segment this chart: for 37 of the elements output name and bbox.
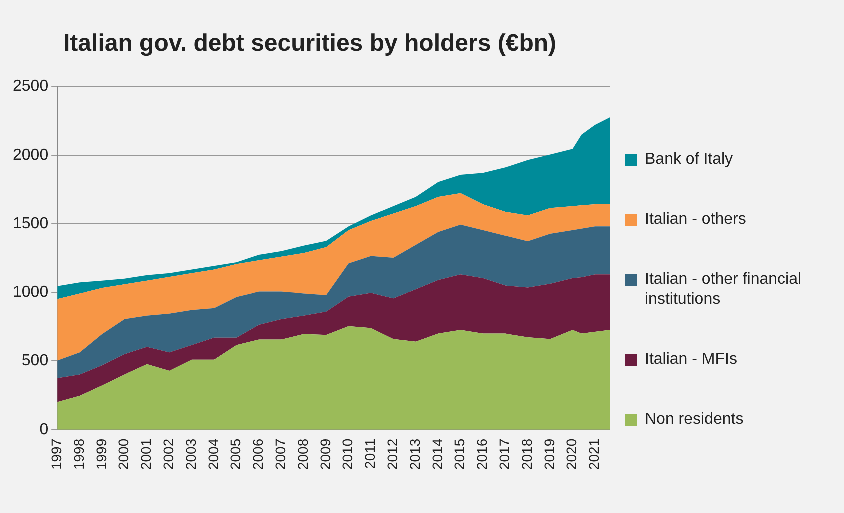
x-tick-label: 2014 xyxy=(429,438,446,470)
x-tick-label: 2015 xyxy=(452,438,468,470)
x-tick-label: 1997 xyxy=(48,438,64,470)
legend-label: Italian - others xyxy=(645,210,746,230)
y-tick-label: 2500 xyxy=(13,78,49,96)
x-tick-label: 2001 xyxy=(138,438,154,470)
x-tick-label: 1999 xyxy=(93,438,110,470)
x-tick-label: 2003 xyxy=(182,438,199,470)
x-tick-label: 2005 xyxy=(228,438,244,470)
x-tick-label: 2017 xyxy=(496,438,512,470)
x-tick-label: 2009 xyxy=(317,438,334,470)
y-tick-label: 1500 xyxy=(13,215,49,232)
x-tick-label: 2016 xyxy=(474,438,490,470)
x-tick-label: 2020 xyxy=(564,438,580,470)
legend-label: Italian - MFIs xyxy=(645,350,738,370)
x-tick-label: 2021 xyxy=(586,438,602,470)
y-tick-label: 500 xyxy=(22,352,49,370)
x-tick-label: 2013 xyxy=(406,438,423,470)
legend-label: Italian - other financial institutions xyxy=(645,270,803,310)
legend-label: Non residents xyxy=(645,410,744,430)
x-tick-label: 2000 xyxy=(116,438,132,470)
x-tick-label: 2002 xyxy=(160,438,176,470)
y-tick-label: 2000 xyxy=(13,146,49,164)
x-tick-label: 2012 xyxy=(384,438,400,470)
x-tick-label: 1998 xyxy=(70,438,87,470)
x-tick-label: 2006 xyxy=(250,438,266,470)
x-tick-label: 2018 xyxy=(518,438,535,470)
y-tick-label: 1000 xyxy=(13,284,49,302)
y-tick-label: 0 xyxy=(40,421,49,438)
x-tick-label: 2007 xyxy=(272,438,288,470)
x-tick-label: 2010 xyxy=(340,438,356,470)
x-tick-label: 2019 xyxy=(541,438,558,470)
legend-label: Bank of Italy xyxy=(645,150,734,170)
chart-title: Italian gov. debt securities by holders (€bn) xyxy=(64,30,556,58)
x-tick-label: 2008 xyxy=(294,438,311,470)
x-tick-label: 2004 xyxy=(205,438,222,470)
x-tick-label: 2011 xyxy=(362,438,378,469)
